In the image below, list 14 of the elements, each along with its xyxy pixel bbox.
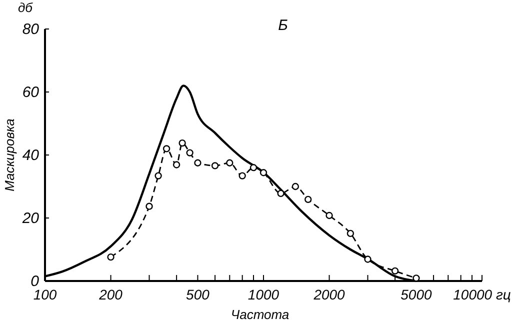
x-tick-label: 200	[98, 286, 123, 302]
chart-title: Б	[278, 17, 288, 34]
y-tick-label: 60	[22, 84, 40, 101]
text: дб	[18, 0, 34, 15]
y-tick-label: 40	[22, 146, 40, 164]
x-tick-label: 10000 гц	[453, 286, 511, 302]
x-tick-label: 1000	[248, 286, 280, 302]
x-tick-label: 2000	[312, 286, 346, 302]
y-tick-label: 80	[22, 20, 40, 38]
x-tick-label: 5000	[400, 286, 432, 302]
x-axis-title: Частота	[230, 307, 290, 322]
x-tick-label: 500	[186, 286, 210, 302]
y-axis-title: Маскировка	[2, 118, 17, 192]
y-tick-label: 20	[21, 210, 40, 227]
